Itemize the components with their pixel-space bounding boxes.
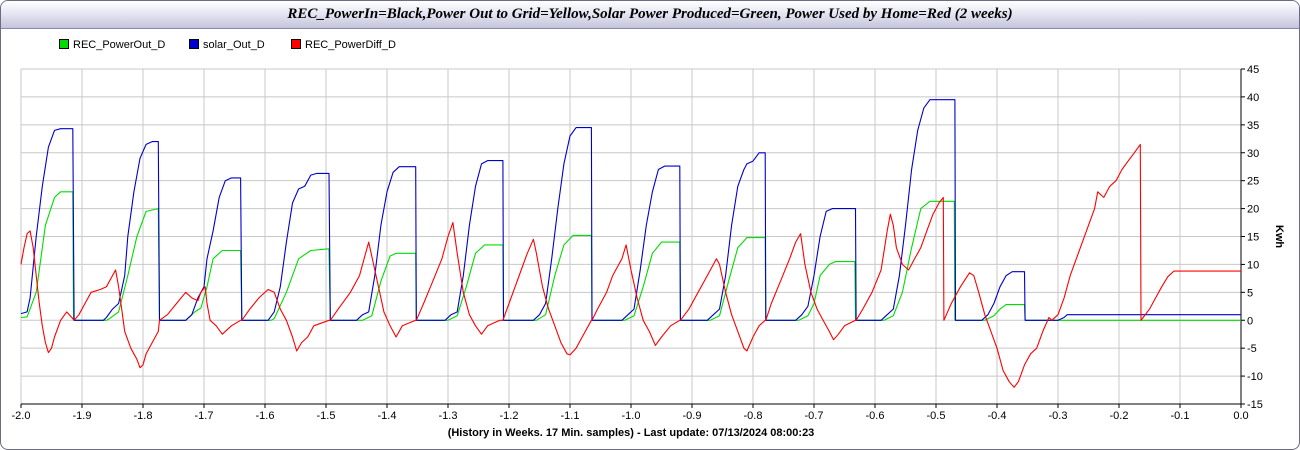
- x-tick-label: -0.1: [1171, 410, 1190, 422]
- y-tick-label: -15: [1247, 399, 1263, 411]
- legend-label: REC_PowerDiff_D: [305, 39, 396, 51]
- y-tick-label: 20: [1247, 204, 1259, 216]
- y-tick-label: 35: [1247, 120, 1259, 132]
- x-tick-label: -0.2: [1110, 410, 1129, 422]
- x-tick-label: 0.0: [1233, 410, 1248, 422]
- legend-swatch-red: [291, 39, 301, 49]
- series-line-solar-out-d: [20, 99, 1241, 321]
- y-tick-label: 25: [1247, 176, 1259, 188]
- x-tick-label: -0.7: [805, 410, 824, 422]
- y-tick-label: 15: [1247, 232, 1259, 244]
- x-tick-label: -1.2: [500, 410, 519, 422]
- x-tick-label: -0.5: [927, 410, 946, 422]
- legend-swatch-blue: [189, 39, 199, 49]
- y-tick-label: 30: [1247, 148, 1259, 160]
- x-tick-label: -2.0: [12, 410, 31, 422]
- y-tick-label: 5: [1247, 287, 1253, 299]
- y-tick-label: 0: [1247, 315, 1253, 327]
- x-tick-label: -0.8: [744, 410, 763, 422]
- x-tick-label: -1.5: [317, 410, 336, 422]
- y-tick-label: 40: [1247, 92, 1259, 104]
- legend-item-rec-powerout: REC_PowerOut_D: [59, 39, 165, 51]
- x-axis-label: (History in Weeks. 17 Min. samples) - La…: [447, 427, 815, 439]
- y-axis-label: Kwh: [1273, 225, 1285, 249]
- legend-item-rec-powerdiff: REC_PowerDiff_D: [291, 39, 396, 51]
- x-tick-label: -1.9: [73, 410, 92, 422]
- x-tick-label: -0.4: [988, 410, 1007, 422]
- x-tick-label: -1.1: [561, 410, 580, 422]
- x-tick-label: -1.8: [134, 410, 153, 422]
- x-tick-label: -1.0: [622, 410, 641, 422]
- x-tick-label: -1.4: [378, 410, 397, 422]
- x-tick-label: -1.7: [195, 410, 214, 422]
- y-tick-label: 45: [1247, 64, 1259, 76]
- x-tick-label: -0.6: [866, 410, 885, 422]
- legend-item-solar-out: solar_Out_D: [189, 39, 265, 51]
- series-line-rec-powerdiff-d: [20, 143, 1241, 388]
- chart-title: REC_PowerIn=Black,Power Out to Grid=Yell…: [1, 1, 1299, 29]
- legend-label: solar_Out_D: [203, 39, 265, 51]
- y-tick-label: 10: [1247, 259, 1259, 271]
- x-tick-label: -0.3: [1049, 410, 1068, 422]
- x-tick-label: -1.6: [256, 410, 275, 422]
- x-tick-label: -1.3: [439, 410, 458, 422]
- y-tick-label: -10: [1247, 371, 1263, 383]
- legend-swatch-green: [59, 39, 69, 49]
- y-tick-label: -5: [1247, 343, 1257, 355]
- x-tick-label: -0.9: [683, 410, 702, 422]
- legend-label: REC_PowerOut_D: [73, 39, 166, 51]
